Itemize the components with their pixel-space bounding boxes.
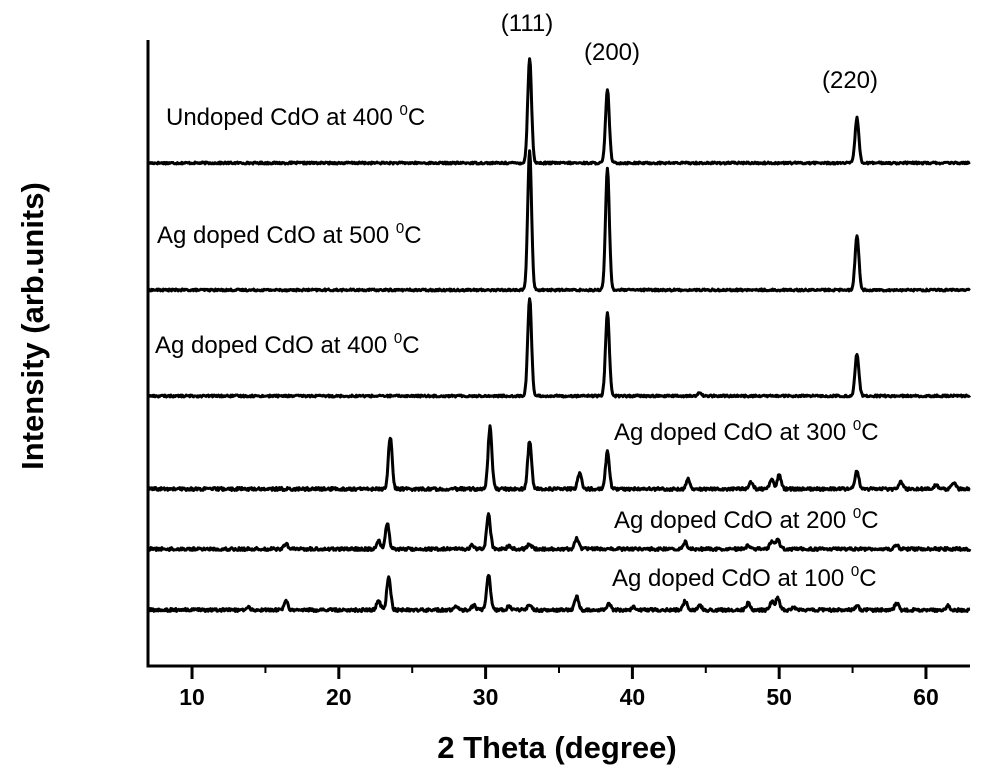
series-label-2: Ag doped CdO at 500 0C xyxy=(157,220,422,249)
series-label-1: Undoped CdO at 400 0C xyxy=(166,102,425,131)
series-line-5 xyxy=(147,512,972,552)
series-label-4: Ag doped CdO at 300 0C xyxy=(614,417,879,446)
x-tick-label-50: 50 xyxy=(766,684,792,710)
series-line-3 xyxy=(147,297,972,399)
peak-labels-group: (111) (200) (220) xyxy=(501,10,878,94)
series-line-6 xyxy=(147,573,971,613)
series-label-3: Ag doped CdO at 400 0C xyxy=(155,330,420,359)
x-tick-label-20: 20 xyxy=(326,684,352,710)
trace-labels-group: Undoped CdO at 400 0C Ag doped CdO at 500… xyxy=(155,102,879,592)
x-tick-label-60: 60 xyxy=(913,684,939,710)
series-line-4 xyxy=(147,424,971,492)
x-axis-title: 2 Theta (degree) xyxy=(437,730,676,765)
x-tick-label-30: 30 xyxy=(473,684,499,710)
x-tick-label-10: 10 xyxy=(179,684,205,710)
traces-group xyxy=(146,57,972,613)
series-label-5: Ag doped CdO at 200 0C xyxy=(614,505,879,534)
series-line-1 xyxy=(146,57,971,166)
peak-label-2: (200) xyxy=(584,39,640,66)
y-axis-title: Intensity (arb.units) xyxy=(15,182,50,470)
series-label-6: Ag doped CdO at 100 0C xyxy=(612,563,877,592)
series-line-2 xyxy=(146,149,971,293)
x-tick-label-40: 40 xyxy=(620,684,646,710)
x-ticks-group: 10 20 30 40 50 60 xyxy=(179,666,939,710)
peak-label-3: (220) xyxy=(822,67,878,94)
peak-label-1: (111) xyxy=(501,10,553,37)
